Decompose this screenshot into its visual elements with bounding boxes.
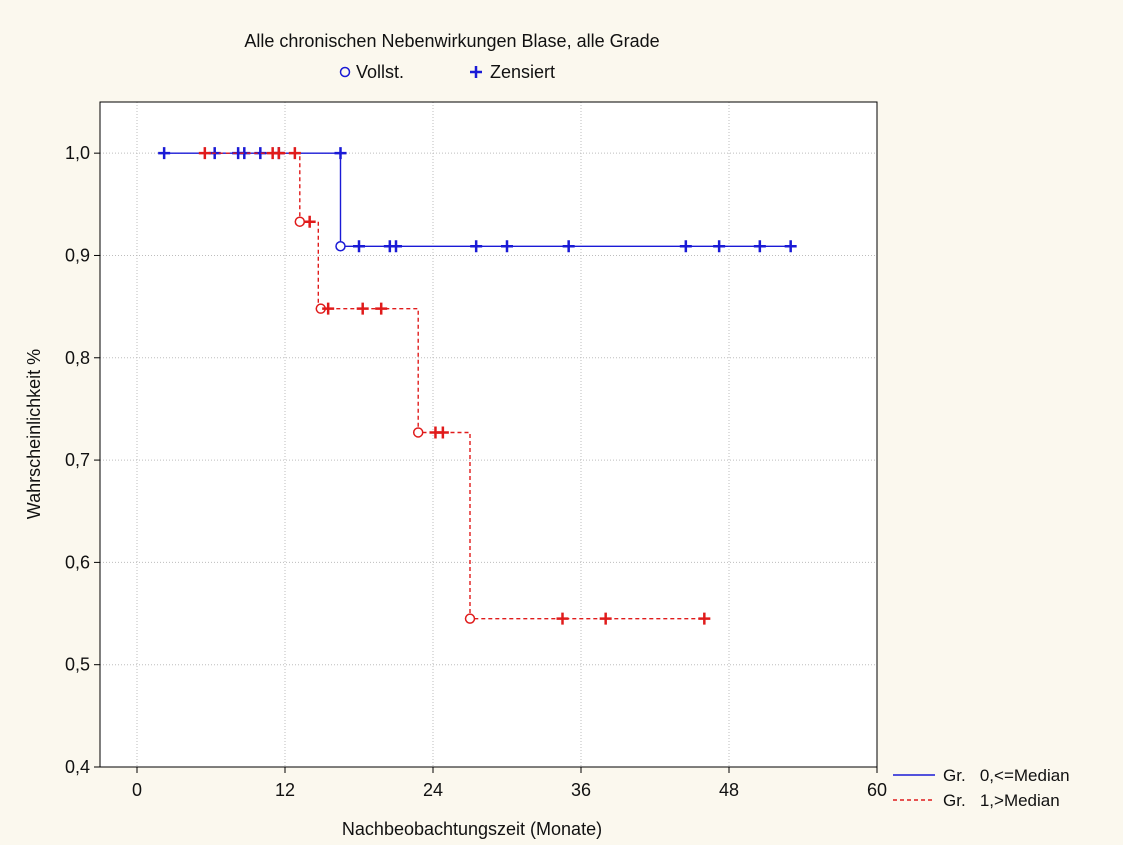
censored-marker (599, 612, 612, 625)
plot-background (100, 102, 877, 767)
y-tick-label: 0,8 (65, 348, 90, 368)
censored-marker (158, 147, 171, 160)
complete-marker-icon (339, 66, 351, 78)
censored-marker (303, 215, 316, 228)
plot-frame (99, 101, 878, 768)
x-axis-label: Nachbeobachtungszeit (Monate) (342, 819, 602, 839)
x-tick-label: 48 (719, 780, 739, 800)
x-tick-label: 0 (132, 780, 142, 800)
axis-ticks: 0 12 24 36 48 60 0,4 0,5 0,6 0,7 0,8 0,9 1,0 (65, 143, 887, 800)
marker-legend-complete-label: Vollst. (356, 62, 404, 82)
y-tick-label: 0,4 (65, 757, 90, 777)
event-marker (294, 216, 306, 227)
y-tick-label: 0,7 (65, 450, 90, 470)
y-tick-label: 0,5 (65, 655, 90, 675)
event-marker (335, 241, 346, 252)
censored-marker (753, 240, 766, 253)
censored-marker (198, 147, 211, 160)
series-group-0 (158, 147, 797, 253)
x-tick-label: 24 (423, 780, 443, 800)
censored-marker (436, 426, 449, 439)
censored-marker (356, 302, 369, 315)
censored-marker (679, 240, 692, 253)
censored-marker (353, 240, 365, 253)
censored-marker (784, 240, 797, 253)
legend-label-group0: Gr. 0,<=Median (943, 766, 1070, 785)
y-axis-label: Wahrscheinlichkeit % (24, 349, 44, 519)
y-tick-label: 1,0 (65, 143, 90, 163)
chart-title: Alle chronischen Nebenwirkungen Blase, a… (244, 31, 659, 51)
series-legend: Gr. 0,<=Median Gr. 1,>Median (893, 766, 1070, 810)
censored-marker (272, 147, 285, 160)
censored-marker (322, 302, 335, 315)
series-group-1 (198, 147, 711, 625)
x-tick-label: 12 (275, 780, 295, 800)
y-tick-label: 0,9 (65, 245, 90, 265)
censored-marker (713, 240, 726, 253)
censored-marker (334, 147, 347, 160)
censored-marker (556, 612, 569, 625)
y-tick-label: 0,6 (65, 552, 90, 572)
censored-marker (562, 240, 575, 253)
x-tick-label: 60 (867, 780, 887, 800)
censored-marker-icon (470, 66, 482, 78)
censored-marker (470, 240, 483, 253)
censored-marker (501, 240, 513, 253)
event-marker (464, 613, 476, 624)
marker-legend: Vollst. Zensiert (339, 62, 555, 82)
legend-label-group1: Gr. 1,>Median (943, 791, 1060, 810)
x-tick-label: 36 (571, 780, 591, 800)
marker-legend-censored-label: Zensiert (490, 62, 555, 82)
censored-marker (375, 302, 388, 315)
censored-marker (390, 240, 402, 253)
censored-marker (698, 612, 711, 625)
censored-marker (288, 147, 301, 160)
event-marker (412, 427, 424, 438)
series-layer (158, 147, 797, 625)
